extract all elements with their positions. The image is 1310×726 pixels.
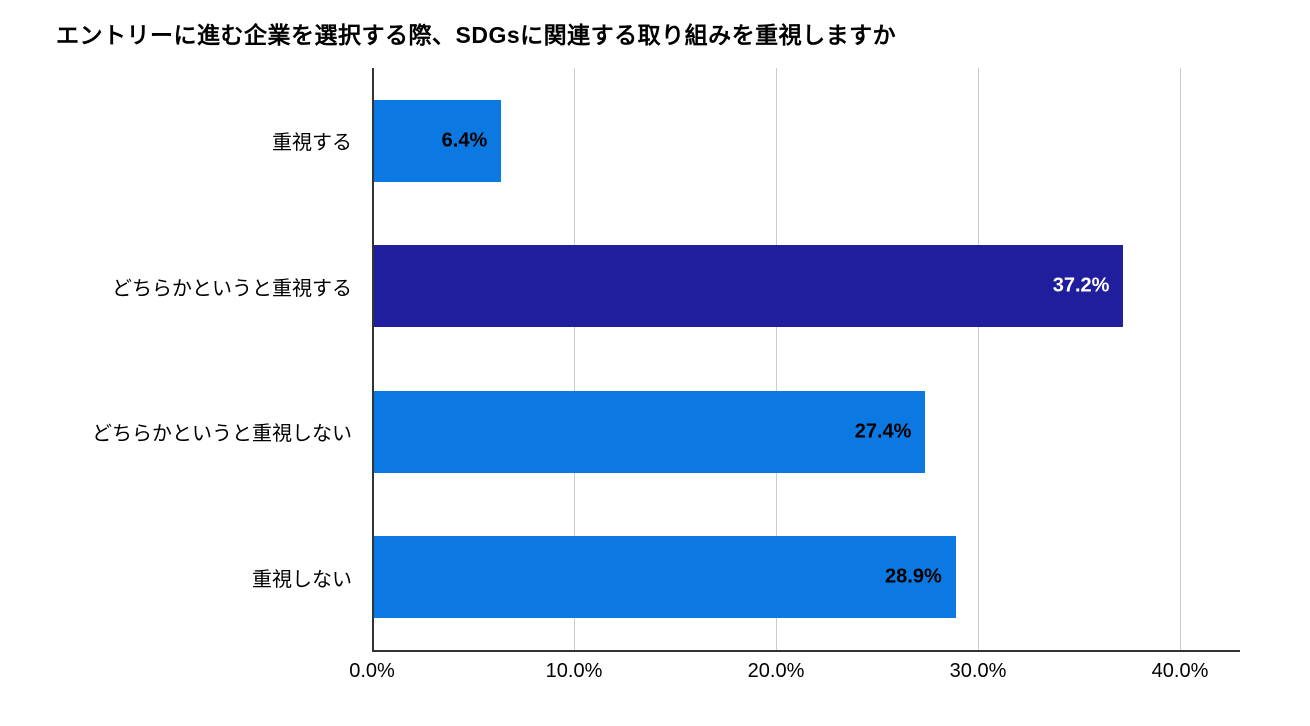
bar-value-label: 37.2%	[1052, 274, 1110, 297]
bar: 27.4%	[372, 390, 926, 473]
gridline	[978, 68, 979, 650]
bar-layer: 6.4% 37.2% 27.4% 28.9%	[372, 68, 1240, 650]
category-label: 重視する	[272, 132, 352, 155]
category-label: 重視しない	[252, 568, 352, 591]
bar: 37.2%	[372, 245, 1124, 328]
bar-value-label: 6.4%	[441, 129, 488, 152]
category-label: どちらかというと重視する	[112, 277, 352, 300]
x-tick-label: 0.0%	[349, 660, 395, 682]
chart-title: エントリーに進む企業を選択する際、SDGsに関連する取り組みを重視しますか	[56, 22, 897, 48]
gridline	[574, 68, 575, 650]
gridline-layer	[372, 68, 1240, 650]
x-tick-label: 10.0%	[545, 660, 603, 682]
x-tick-label: 30.0%	[949, 660, 1007, 682]
x-axis: 0.0% 10.0% 20.0% 30.0% 40.0%	[349, 660, 1240, 690]
y-axis-line	[372, 68, 374, 650]
gridline	[1180, 68, 1181, 650]
bar: 6.4%	[372, 99, 502, 182]
category-label: どちらかというと重視しない	[92, 423, 352, 446]
x-tick-label: 20.0%	[747, 660, 805, 682]
bar-value-label: 28.9%	[885, 565, 942, 588]
plot-area: 6.4% 37.2% 27.4% 28.9%	[372, 68, 1240, 652]
gridline	[776, 68, 777, 650]
bar-value-label: 27.4%	[854, 420, 912, 443]
category-axis: 重視するどちらかというと重視するどちらかというと重視しない重視しない	[0, 68, 352, 650]
x-tick-label: 40.0%	[1151, 660, 1209, 682]
bar: 28.9%	[372, 536, 956, 619]
